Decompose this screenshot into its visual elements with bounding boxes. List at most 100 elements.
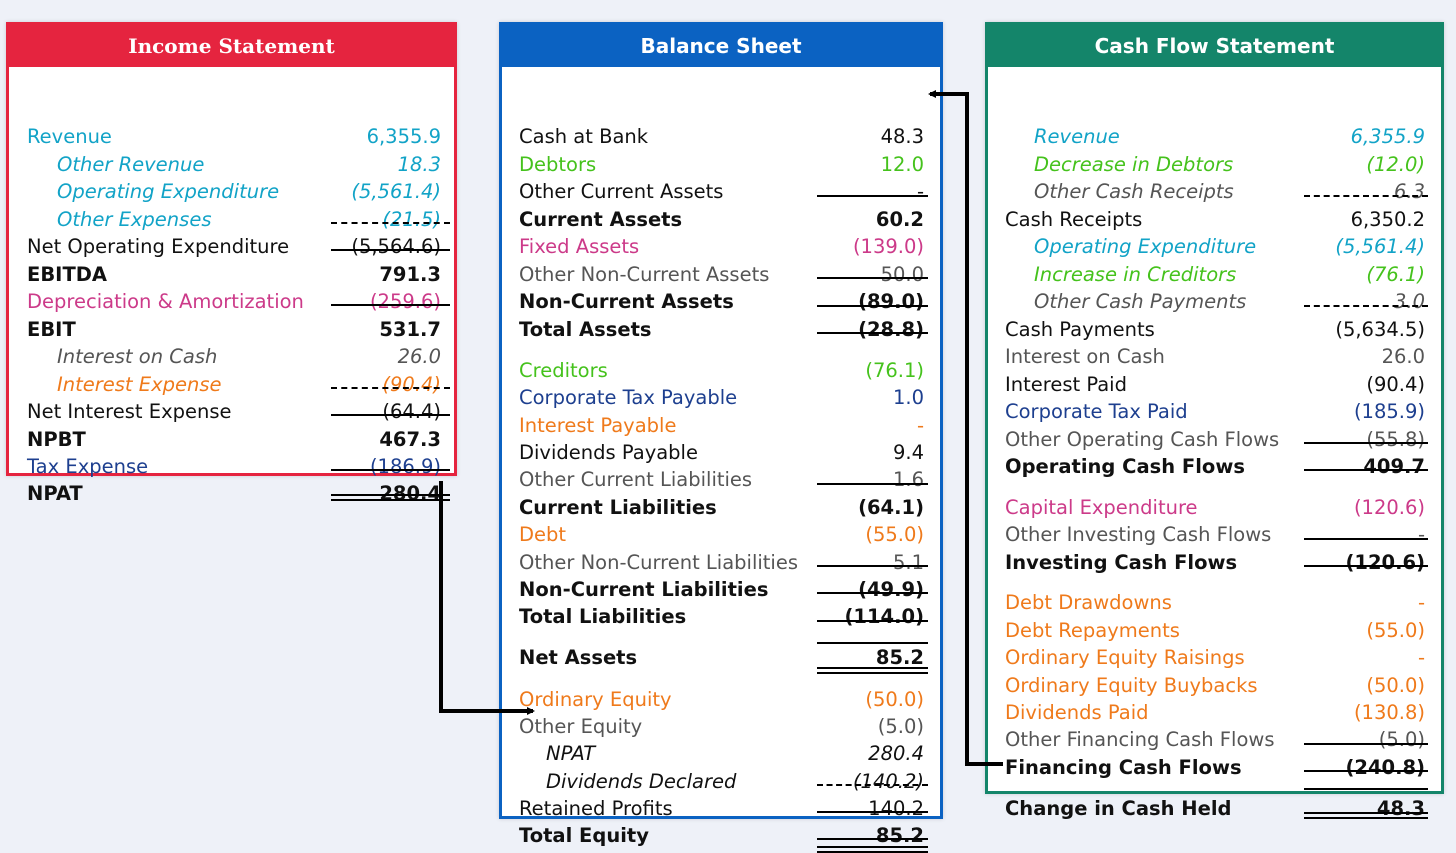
non-current-liabilities-row: Non-Current Liabilities (49.9) xyxy=(502,576,940,603)
interest-on-cash-value: 26.0 xyxy=(1381,345,1425,368)
interest-payable-label: Interest Payable xyxy=(519,414,677,437)
interest-payable-row: Interest Payable - xyxy=(502,412,940,439)
ordinary-equity-buybacks-row: Ordinary Equity Buybacks (50.0) xyxy=(988,672,1441,699)
subtotal-rule xyxy=(1304,469,1428,471)
double-underline xyxy=(331,494,450,501)
operating-cash-flows-label: Operating Cash Flows xyxy=(1005,455,1245,478)
subtotal-rule xyxy=(1304,538,1428,540)
other-expenses-value: (21.5) xyxy=(382,208,441,231)
ordinary-equity-raisings-row: Ordinary Equity Raisings - xyxy=(988,644,1441,671)
dashed-rule xyxy=(817,784,928,786)
other-cash-receipts-value: 6.3 xyxy=(1393,180,1425,203)
corporate-tax-payable-row: Corporate Tax Payable 1.0 xyxy=(502,384,940,411)
revenue-value: 6,355.9 xyxy=(1350,125,1425,148)
interest-paid-row: Interest Paid (90.4) xyxy=(988,371,1441,398)
non-current-assets-row: Non-Current Assets (89.0) xyxy=(502,288,940,315)
subtotal-rule xyxy=(1304,442,1428,444)
net-operating-expenditure-row: Net Operating Expenditure (5,564.6) xyxy=(9,233,454,260)
balance-sheet-title: Balance Sheet xyxy=(502,25,940,67)
total-assets-value: (28.8) xyxy=(858,318,924,341)
other-non-current-liabilities-row: Other Non-Current Liabilities 5.1 xyxy=(502,549,940,576)
ebit-label: EBIT xyxy=(27,318,76,341)
other-current-assets-value: - xyxy=(916,180,924,203)
capital-expenditure-label: Capital Expenditure xyxy=(1005,496,1198,519)
other-financing-cash-flows-value: (5.0) xyxy=(1378,728,1425,751)
subtotal-rule xyxy=(817,592,928,594)
current-assets-label: Current Assets xyxy=(519,208,683,231)
fixed-assets-row: Fixed Assets (139.0) xyxy=(502,233,940,260)
ebitda-label: EBITDA xyxy=(27,263,108,286)
interest-paid-value: (90.4) xyxy=(1366,373,1425,396)
other-cash-receipts-label: Other Cash Receipts xyxy=(1034,180,1234,203)
other-current-assets-row: Other Current Assets - xyxy=(502,178,940,205)
operating-expenditure-label: Operating Expenditure xyxy=(1034,235,1257,258)
corporate-tax-paid-label: Corporate Tax Paid xyxy=(1005,400,1188,423)
current-liabilities-row: Current Liabilities (64.1) xyxy=(502,494,940,521)
npat-label: NPAT xyxy=(27,482,83,505)
dividends-declared-label: Dividends Declared xyxy=(546,770,737,793)
non-current-assets-value: (89.0) xyxy=(858,290,924,313)
other-cash-payments-row: Other Cash Payments 3.0 xyxy=(988,288,1441,315)
debt-drawdowns-value: - xyxy=(1417,591,1425,614)
total-liabilities-value: (114.0) xyxy=(844,605,924,628)
other-current-liabilities-value: 1.6 xyxy=(892,468,924,491)
current-assets-row: Current Assets 60.2 xyxy=(502,206,940,233)
other-operating-cash-flows-row: Other Operating Cash Flows (55.8) xyxy=(988,426,1441,453)
subtotal-rule xyxy=(817,195,928,197)
tax-expense-label: Tax Expense xyxy=(27,455,149,478)
ebit-value: 531.7 xyxy=(379,318,441,341)
operating-expenditure-row: Operating Expenditure (5,561.4) xyxy=(9,178,454,205)
change-in-cash-held-value: 48.3 xyxy=(1376,797,1425,820)
net-interest-expense-value: (64.4) xyxy=(382,400,441,423)
ordinary-equity-label: Ordinary Equity xyxy=(519,688,672,711)
revenue-label: Revenue xyxy=(27,125,112,148)
fixed-assets-label: Fixed Assets xyxy=(519,235,640,258)
cash-payments-label: Cash Payments xyxy=(1005,318,1155,341)
total-assets-label: Total Assets xyxy=(519,318,652,341)
debt-drawdowns-label: Debt Drawdowns xyxy=(1005,591,1172,614)
decrease-in-debtors-row: Decrease in Debtors (12.0) xyxy=(988,151,1441,178)
interest-paid-label: Interest Paid xyxy=(1005,373,1127,396)
subtotal-rule xyxy=(817,811,928,813)
non-current-assets-label: Non-Current Assets xyxy=(519,290,734,313)
debt-label: Debt xyxy=(519,523,567,546)
total-equity-label: Total Equity xyxy=(519,824,649,847)
debtors-value: 12.0 xyxy=(880,153,924,176)
tax-expense-row: Tax Expense (186.9) xyxy=(9,453,454,480)
fixed-assets-value: (139.0) xyxy=(852,235,924,258)
operating-cash-flows-row: Operating Cash Flows 409.7 xyxy=(988,453,1441,480)
npat-label: NPAT xyxy=(546,742,596,765)
interest-on-cash-label: Interest on Cash xyxy=(1005,345,1165,368)
dividends-declared-row: Dividends Declared (140.2) xyxy=(502,768,940,795)
npat-value: 280.4 xyxy=(868,742,924,765)
ebitda-value: 791.3 xyxy=(379,263,441,286)
total-equity-value: 85.2 xyxy=(875,824,924,847)
subtotal-rule xyxy=(817,565,928,567)
subtotal-rule xyxy=(1304,565,1428,567)
corporate-tax-paid-value: (185.9) xyxy=(1353,400,1425,423)
interest-expense-value: (90.4) xyxy=(382,373,441,396)
investing-cash-flows-row: Investing Cash Flows (120.6) xyxy=(988,549,1441,576)
other-revenue-label: Other Revenue xyxy=(57,153,205,176)
other-expenses-row: Other Expenses (21.5) xyxy=(9,206,454,233)
other-equity-label: Other Equity xyxy=(519,715,643,738)
ordinary-equity-buybacks-label: Ordinary Equity Buybacks xyxy=(1005,674,1258,697)
cash-at-bank-label: Cash at Bank xyxy=(519,125,649,148)
debtors-row: Debtors 12.0 xyxy=(502,151,940,178)
double-underline xyxy=(1304,812,1428,819)
retained-profits-value: 140.2 xyxy=(868,797,924,820)
total-equity-row: Total Equity 85.2 xyxy=(502,822,940,849)
operating-expenditure-value: (5,561.4) xyxy=(351,180,441,203)
creditors-label: Creditors xyxy=(519,359,608,382)
dividends-paid-row: Dividends Paid (130.8) xyxy=(988,699,1441,726)
increase-in-creditors-label: Increase in Creditors xyxy=(1034,263,1237,286)
dashed-rule xyxy=(331,387,450,389)
capital-expenditure-value: (120.6) xyxy=(1353,496,1425,519)
financing-cash-flows-label: Financing Cash Flows xyxy=(1005,756,1242,779)
ordinary-equity-value: (50.0) xyxy=(865,688,924,711)
subtotal-rule xyxy=(817,332,928,334)
non-current-liabilities-label: Non-Current Liabilities xyxy=(519,578,769,601)
capital-expenditure-row: Capital Expenditure (120.6) xyxy=(988,494,1441,521)
other-revenue-row: Other Revenue 18.3 xyxy=(9,151,454,178)
other-operating-cash-flows-value: (55.8) xyxy=(1366,428,1425,451)
